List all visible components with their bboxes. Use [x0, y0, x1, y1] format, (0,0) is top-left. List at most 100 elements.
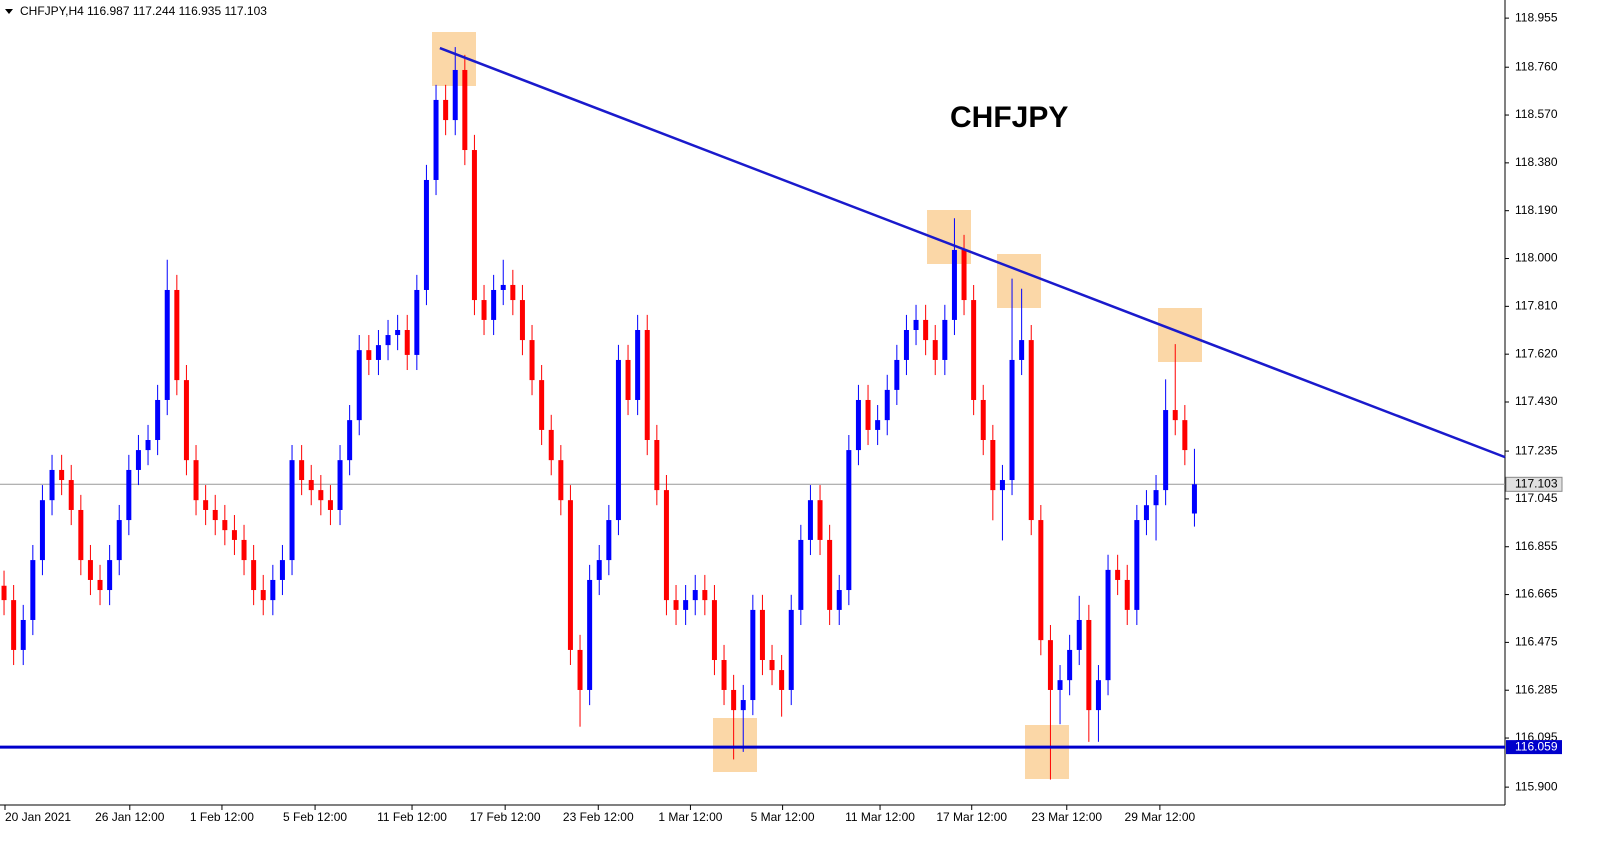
candle-body	[577, 649, 583, 690]
candle-body	[750, 609, 756, 701]
candle-body	[395, 330, 401, 336]
y-tick-label: 118.955	[1515, 10, 1558, 24]
candle-body	[375, 345, 381, 360]
y-tick-label: 118.000	[1515, 251, 1558, 265]
trendline	[439, 46, 1506, 459]
candle-body	[798, 539, 804, 610]
y-tick-label: 116.475	[1515, 635, 1558, 649]
candle-body	[1134, 520, 1140, 610]
candle-body	[174, 289, 180, 381]
candle-body	[932, 340, 938, 360]
candle-body	[30, 560, 36, 620]
candle-body	[1172, 410, 1178, 421]
candle-body	[78, 509, 84, 561]
candle-body	[903, 330, 909, 360]
candle-body	[951, 249, 957, 320]
chart-title: CHFJPY	[950, 101, 1068, 134]
candle-body	[126, 469, 132, 521]
menu-arrow[interactable]	[5, 9, 13, 14]
candle-body	[279, 560, 285, 580]
x-tick-label: 5 Mar 12:00	[751, 810, 815, 824]
candle-body	[615, 359, 621, 521]
candle-body	[884, 389, 890, 421]
candle-body	[385, 335, 391, 346]
candle-body	[107, 560, 113, 591]
candle-body	[702, 590, 708, 601]
candle-body	[942, 319, 948, 360]
x-tick-label: 1 Feb 12:00	[190, 810, 254, 824]
candle-body	[1124, 579, 1130, 610]
highlight-box	[1158, 308, 1202, 362]
y-tick-label: 118.380	[1515, 155, 1558, 169]
candle-body	[1182, 420, 1188, 451]
candle-body	[1076, 619, 1082, 650]
candle-body	[1143, 505, 1149, 521]
candle-body	[567, 500, 573, 650]
candle-body	[471, 150, 477, 301]
y-tick-label: 116.855	[1515, 539, 1558, 553]
candle-body	[923, 319, 929, 341]
candle-body	[481, 300, 487, 320]
candle-body	[596, 560, 602, 580]
candle-body	[1019, 340, 1025, 360]
candle-body	[961, 249, 967, 301]
candle-body	[548, 429, 554, 461]
candle-body	[683, 600, 689, 610]
candle-body	[817, 500, 823, 540]
candle-body	[731, 689, 737, 711]
candle-body	[183, 380, 189, 461]
candle-body	[318, 490, 324, 501]
y-tick-label: 118.760	[1515, 59, 1558, 73]
candle-body	[711, 600, 717, 661]
candle-body	[807, 500, 813, 540]
candle-body	[855, 399, 861, 451]
candle-body	[11, 600, 17, 650]
candle-body	[231, 530, 237, 540]
candle-body	[1191, 484, 1197, 514]
y-tick-label: 117.235	[1515, 443, 1558, 457]
candle-body	[1057, 680, 1063, 690]
candle-body	[740, 700, 746, 711]
candle-body	[1086, 619, 1092, 711]
candle-body	[145, 440, 151, 451]
candle-body	[1105, 569, 1111, 681]
candle-body	[587, 579, 593, 690]
candle-body	[289, 460, 295, 561]
candle-body	[241, 539, 247, 561]
candle-body	[347, 420, 353, 461]
highlight-box	[997, 254, 1041, 308]
candle-body	[68, 480, 74, 510]
candle-body	[558, 460, 564, 501]
candle-body	[327, 500, 333, 510]
current-price-label: 117.103	[1515, 476, 1558, 490]
highlight-box	[1025, 725, 1069, 779]
candle-body	[212, 509, 218, 521]
candle-body	[999, 480, 1005, 491]
candle-body	[913, 319, 919, 331]
candle-body	[452, 69, 458, 121]
candle-body	[203, 500, 209, 510]
y-tick-label: 117.620	[1515, 346, 1558, 360]
candle-body	[836, 590, 842, 610]
candle-body	[692, 590, 698, 601]
y-tick-label: 117.810	[1515, 299, 1558, 313]
candle-body	[875, 420, 881, 430]
candle-body	[222, 520, 228, 531]
candle-body	[894, 359, 900, 390]
current-price-box	[1505, 476, 1563, 492]
x-tick-label: 11 Feb 12:00	[377, 810, 447, 824]
candle-body	[500, 284, 506, 290]
y-tick-label: 118.190	[1515, 203, 1558, 217]
candle-body	[49, 469, 55, 501]
candle-body	[779, 670, 785, 690]
candle-body	[1115, 569, 1121, 580]
candle-body	[337, 460, 343, 510]
candle-body	[827, 539, 833, 610]
candle-body	[97, 579, 103, 591]
candle-body	[1047, 640, 1053, 690]
candle-body	[462, 69, 468, 151]
candle-body	[1095, 680, 1101, 711]
candle-body	[443, 99, 449, 121]
